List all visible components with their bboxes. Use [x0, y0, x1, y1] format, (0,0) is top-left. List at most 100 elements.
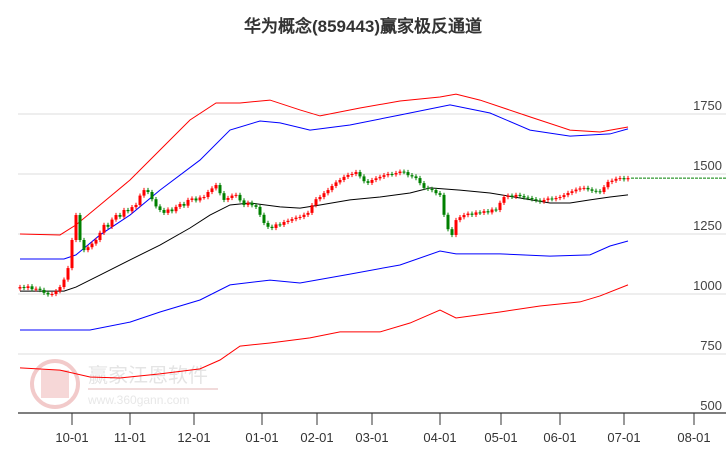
x-tick-label-07-01: 07-01	[607, 430, 640, 445]
candle-body	[446, 214, 450, 230]
candle	[78, 212, 82, 243]
candle	[334, 180, 338, 189]
candle	[306, 210, 310, 217]
candle-body	[254, 205, 258, 207]
candle	[158, 204, 162, 213]
y-tick-label-750: 750	[700, 338, 722, 353]
candle-body	[586, 187, 590, 190]
candle-body	[498, 202, 502, 210]
candle-body	[530, 198, 534, 200]
candle	[178, 201, 182, 210]
candle-body	[410, 175, 414, 177]
candle	[426, 185, 430, 192]
candle	[258, 204, 262, 217]
candle	[450, 227, 454, 238]
candle-body	[454, 220, 458, 235]
candle	[174, 204, 178, 214]
candle	[518, 192, 522, 199]
candle	[238, 192, 242, 203]
candle	[234, 192, 238, 198]
candle	[414, 174, 418, 181]
candle	[590, 187, 594, 193]
candle	[478, 210, 482, 216]
candle-body	[18, 287, 22, 289]
candle-body	[390, 174, 394, 175]
candle-body	[566, 192, 570, 196]
candle-body	[398, 171, 402, 174]
candle	[122, 207, 126, 219]
candle-body	[126, 210, 130, 212]
candle	[534, 197, 538, 203]
candle	[166, 207, 170, 216]
candle	[98, 230, 102, 243]
candle	[538, 198, 542, 204]
candle	[470, 211, 474, 217]
candle-body	[582, 187, 586, 189]
candle	[118, 212, 122, 219]
candle	[190, 196, 194, 203]
candle	[510, 193, 514, 199]
candle-body	[22, 287, 26, 289]
candle	[434, 187, 438, 196]
candle	[358, 169, 362, 179]
candle	[494, 207, 498, 213]
candle-body	[162, 210, 166, 213]
band-line-upper-inner	[20, 104, 629, 260]
x-tick-label-02-01: 02-01	[300, 430, 333, 445]
candle-body	[74, 215, 78, 240]
candle	[246, 200, 250, 208]
candle	[226, 195, 230, 203]
candle	[274, 222, 278, 231]
candle	[254, 203, 258, 210]
candle	[586, 185, 590, 192]
candle	[70, 237, 74, 271]
candle	[466, 211, 470, 218]
candle-body	[470, 213, 474, 215]
candle-body	[542, 199, 546, 202]
candle-body	[238, 194, 242, 201]
x-tick-label-10-01: 10-01	[55, 430, 88, 445]
candle-body	[294, 217, 298, 220]
candle-body	[182, 204, 186, 206]
candle	[242, 198, 246, 208]
candle-body	[338, 180, 342, 183]
candle	[302, 212, 306, 220]
candle-body	[282, 222, 286, 225]
candle-body	[30, 286, 34, 290]
candle	[222, 191, 226, 203]
candle-body	[102, 224, 106, 233]
candle	[442, 192, 446, 217]
candle-body	[538, 200, 542, 202]
candle-body	[374, 178, 378, 180]
candle	[614, 176, 618, 183]
candle	[34, 286, 38, 292]
candle	[606, 179, 610, 190]
watermark-seal-square	[41, 370, 69, 398]
candle-body	[406, 172, 410, 176]
candle	[554, 195, 558, 202]
candle-body	[622, 178, 626, 180]
candle-body	[426, 187, 430, 189]
candle	[570, 189, 574, 196]
candle-body	[434, 190, 438, 194]
x-tick-label-03-01: 03-01	[355, 430, 388, 445]
candle	[458, 215, 462, 223]
candle	[186, 197, 190, 208]
candle	[74, 212, 78, 243]
candle-body	[214, 185, 218, 189]
candle-body	[614, 178, 618, 181]
candle	[142, 187, 146, 198]
candle-body	[478, 212, 482, 214]
candle-body	[78, 215, 82, 240]
candle-body	[302, 214, 306, 217]
candle	[338, 177, 342, 185]
candle-body	[194, 198, 198, 201]
y-tick-label-1250: 1250	[693, 218, 722, 233]
candle-body	[166, 209, 170, 213]
candle-body	[50, 294, 54, 295]
candle-body	[506, 195, 510, 198]
candle-body	[486, 211, 490, 213]
candle	[298, 214, 302, 220]
candle	[290, 216, 294, 223]
candle	[566, 190, 570, 198]
